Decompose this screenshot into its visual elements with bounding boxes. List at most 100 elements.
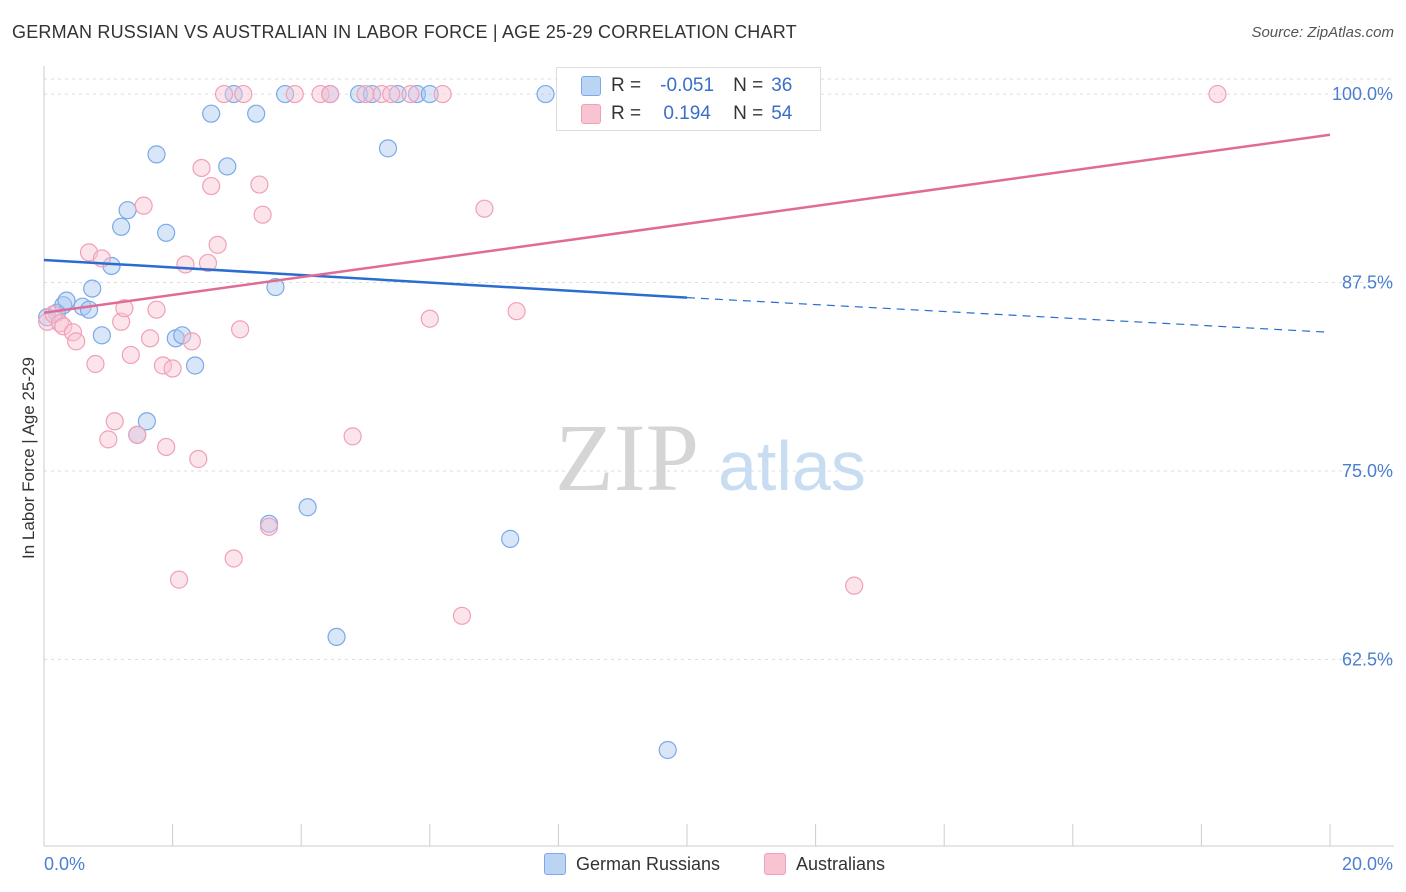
data-point xyxy=(208,235,227,254)
series-legend-german-russians[interactable]: German Russians xyxy=(544,853,720,875)
stats-legend: R = -0.051 N = 36 R = 0.194 N = 54 xyxy=(556,67,821,131)
data-point xyxy=(163,359,182,378)
legend-n-label: N = xyxy=(733,103,764,124)
data-point xyxy=(1208,84,1227,104)
data-point xyxy=(157,223,176,242)
data-point xyxy=(147,300,166,319)
series-legend-australians[interactable]: Australians xyxy=(764,853,885,875)
watermark-zip: ZIP xyxy=(555,404,699,511)
y-tick-label: 87.5% xyxy=(1342,273,1393,293)
data-point xyxy=(536,84,555,104)
data-point xyxy=(157,437,176,457)
data-point xyxy=(266,277,285,297)
data-point xyxy=(845,576,864,595)
data-point xyxy=(253,205,272,224)
data-point xyxy=(343,427,362,446)
data-point xyxy=(112,312,131,331)
legend-n-value: 36 xyxy=(771,75,793,96)
data-point xyxy=(50,314,70,333)
legend-row-german-russians: R = -0.051 N = 36 xyxy=(581,74,793,98)
data-point xyxy=(218,157,237,176)
data-point xyxy=(349,84,369,104)
data-point xyxy=(118,201,137,220)
series-australians xyxy=(38,84,1227,625)
y-tick-label: 75.0% xyxy=(1342,461,1393,481)
data-point xyxy=(92,326,111,345)
data-point xyxy=(202,104,221,123)
data-point xyxy=(407,84,427,104)
data-point xyxy=(507,302,526,321)
data-point xyxy=(198,253,218,273)
series-legend: German Russians Australians xyxy=(0,851,1406,877)
data-point xyxy=(382,84,401,104)
trend-line xyxy=(43,258,688,299)
data-point xyxy=(420,309,439,328)
data-point xyxy=(224,84,243,104)
data-point xyxy=(250,175,269,194)
legend-r-value: -0.051 xyxy=(660,75,715,96)
data-point xyxy=(388,84,407,104)
data-point xyxy=(102,256,121,276)
data-point xyxy=(247,104,266,123)
data-point xyxy=(137,412,156,431)
axes: 100.0% 87.5% 75.0% 62.5% 0.0% 20.0% xyxy=(43,66,1394,874)
data-point xyxy=(452,606,472,625)
points xyxy=(38,84,1227,760)
data-point xyxy=(54,317,73,336)
y-tick-label: 62.5% xyxy=(1342,650,1393,670)
data-point xyxy=(321,84,340,104)
data-point xyxy=(433,84,452,104)
data-point xyxy=(362,84,382,104)
data-point xyxy=(147,145,166,164)
data-point xyxy=(475,199,494,218)
data-point xyxy=(234,84,253,104)
series-swatch-german-russians xyxy=(544,853,566,875)
data-point xyxy=(128,425,147,444)
data-point xyxy=(140,329,160,348)
data-point xyxy=(420,84,439,104)
chart-title: GERMAN RUSSIAN VS AUSTRALIAN IN LABOR FO… xyxy=(12,22,797,42)
data-point xyxy=(658,740,677,760)
watermark-atlas: atlas xyxy=(718,427,866,505)
data-point xyxy=(121,345,140,365)
data-point xyxy=(259,517,279,536)
data-point xyxy=(86,354,105,374)
data-point xyxy=(401,84,420,104)
x-tick-label: 0.0% xyxy=(44,854,85,874)
watermark: ZIP atlas xyxy=(555,404,866,511)
legend-r-value: 0.194 xyxy=(663,103,711,124)
legend-n-value: 54 xyxy=(771,103,793,124)
data-point xyxy=(378,139,398,158)
y-tick-label: 100.0% xyxy=(1332,84,1393,104)
trend-line-extension xyxy=(686,297,1331,333)
data-point xyxy=(83,279,102,298)
data-point xyxy=(327,627,346,647)
series-swatch-australians xyxy=(764,853,786,875)
data-point xyxy=(285,84,304,104)
data-point xyxy=(501,529,520,548)
data-point xyxy=(182,332,201,351)
data-point xyxy=(372,84,391,104)
data-point xyxy=(311,84,330,104)
data-point xyxy=(57,291,76,310)
data-point xyxy=(134,196,153,215)
data-point xyxy=(192,158,211,178)
series-german-russians xyxy=(38,84,677,760)
y-axis-label: In Labor Force | Age 25-29 xyxy=(19,357,38,559)
data-point xyxy=(173,326,192,345)
data-point xyxy=(231,320,250,339)
data-point xyxy=(115,299,134,318)
series-label-german-russians: German Russians xyxy=(576,853,721,874)
data-point xyxy=(224,549,243,568)
legend-row-australians: R = 0.194 N = 54 xyxy=(581,102,793,126)
data-point xyxy=(112,217,131,236)
legend-swatch-german-russians xyxy=(581,76,601,96)
legend-r-label: R = xyxy=(611,103,642,124)
data-point xyxy=(214,84,234,104)
data-point xyxy=(105,412,124,431)
data-point xyxy=(356,84,375,104)
data-point xyxy=(169,570,189,589)
chart-source: Source: ZipAtlas.com xyxy=(1251,24,1394,41)
data-point xyxy=(99,430,118,449)
data-point xyxy=(276,84,295,104)
